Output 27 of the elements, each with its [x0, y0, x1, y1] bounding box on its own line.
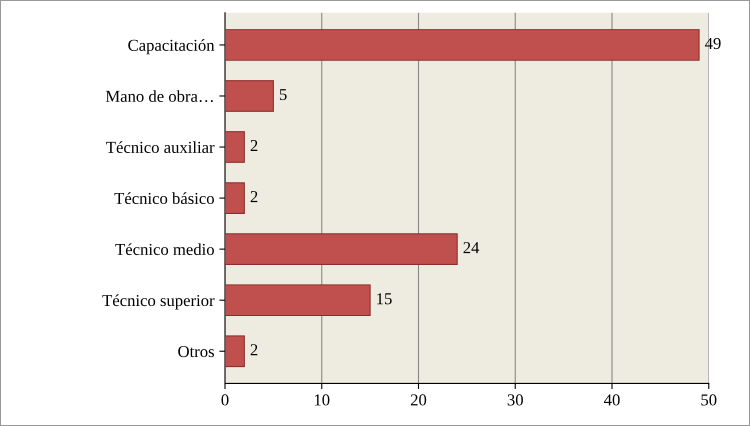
y-tick-label: Mano de obra… [106, 90, 213, 102]
y-tick-label: Técnico medio [115, 243, 214, 256]
data-label: 49 [704, 38, 721, 50]
data-label: 24 [463, 242, 480, 254]
y-tick-label: Otros [178, 346, 214, 358]
x-tick-label: 0 [221, 394, 229, 406]
x-tick-label: 30 [508, 394, 523, 406]
y-tick-label: Técnico superior [102, 294, 214, 310]
x-tick-label: 10 [314, 394, 330, 406]
y-tick-label: Capacitación [128, 39, 214, 54]
bar [225, 29, 700, 61]
x-tick-label: 40 [604, 394, 620, 406]
bar [225, 335, 245, 368]
bar [225, 80, 274, 112]
x-tick-label: 50 [701, 394, 716, 406]
x-tick-label: 20 [410, 394, 426, 406]
data-label: 2 [250, 140, 258, 152]
y-tick-label: Técnico auxiliar [106, 141, 214, 153]
bar [225, 182, 245, 214]
bar [225, 284, 371, 316]
y-tick-label: Técnico básico [114, 192, 214, 204]
data-label: 15 [377, 293, 392, 304]
data-label: 2 [250, 344, 258, 356]
data-label: 5 [280, 89, 287, 100]
bar [225, 233, 458, 266]
data-label: 2 [250, 191, 258, 202]
bar [225, 131, 245, 163]
